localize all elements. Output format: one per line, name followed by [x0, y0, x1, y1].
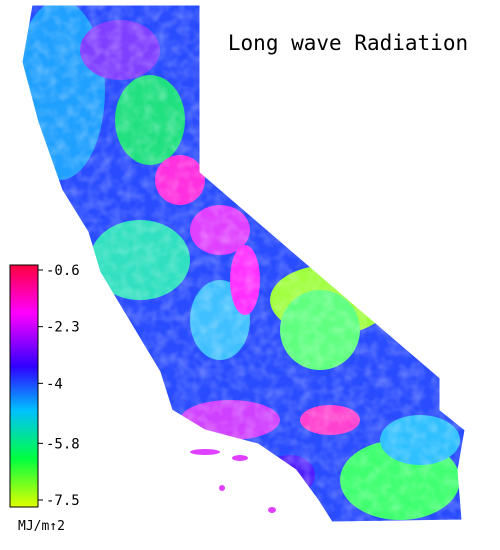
colorbar-tick-label: -4 — [46, 376, 63, 392]
colorbar-tick-label: -7.5 — [46, 493, 80, 509]
colorbar-unit: MJ/m↑2 — [18, 519, 65, 534]
colorbar-ticks: -0.6 -2.3 -4 -5.8 -7.5 — [38, 263, 80, 509]
map-title: Long wave Radiation — [228, 31, 468, 55]
colorbar-tick-label: -5.8 — [46, 436, 80, 452]
islands — [190, 449, 276, 513]
colorbar-tick-label: -0.6 — [46, 263, 80, 279]
state-outline — [21, 4, 466, 523]
colorbar-tick-label: -2.3 — [46, 320, 80, 336]
colorbar — [9, 264, 39, 508]
